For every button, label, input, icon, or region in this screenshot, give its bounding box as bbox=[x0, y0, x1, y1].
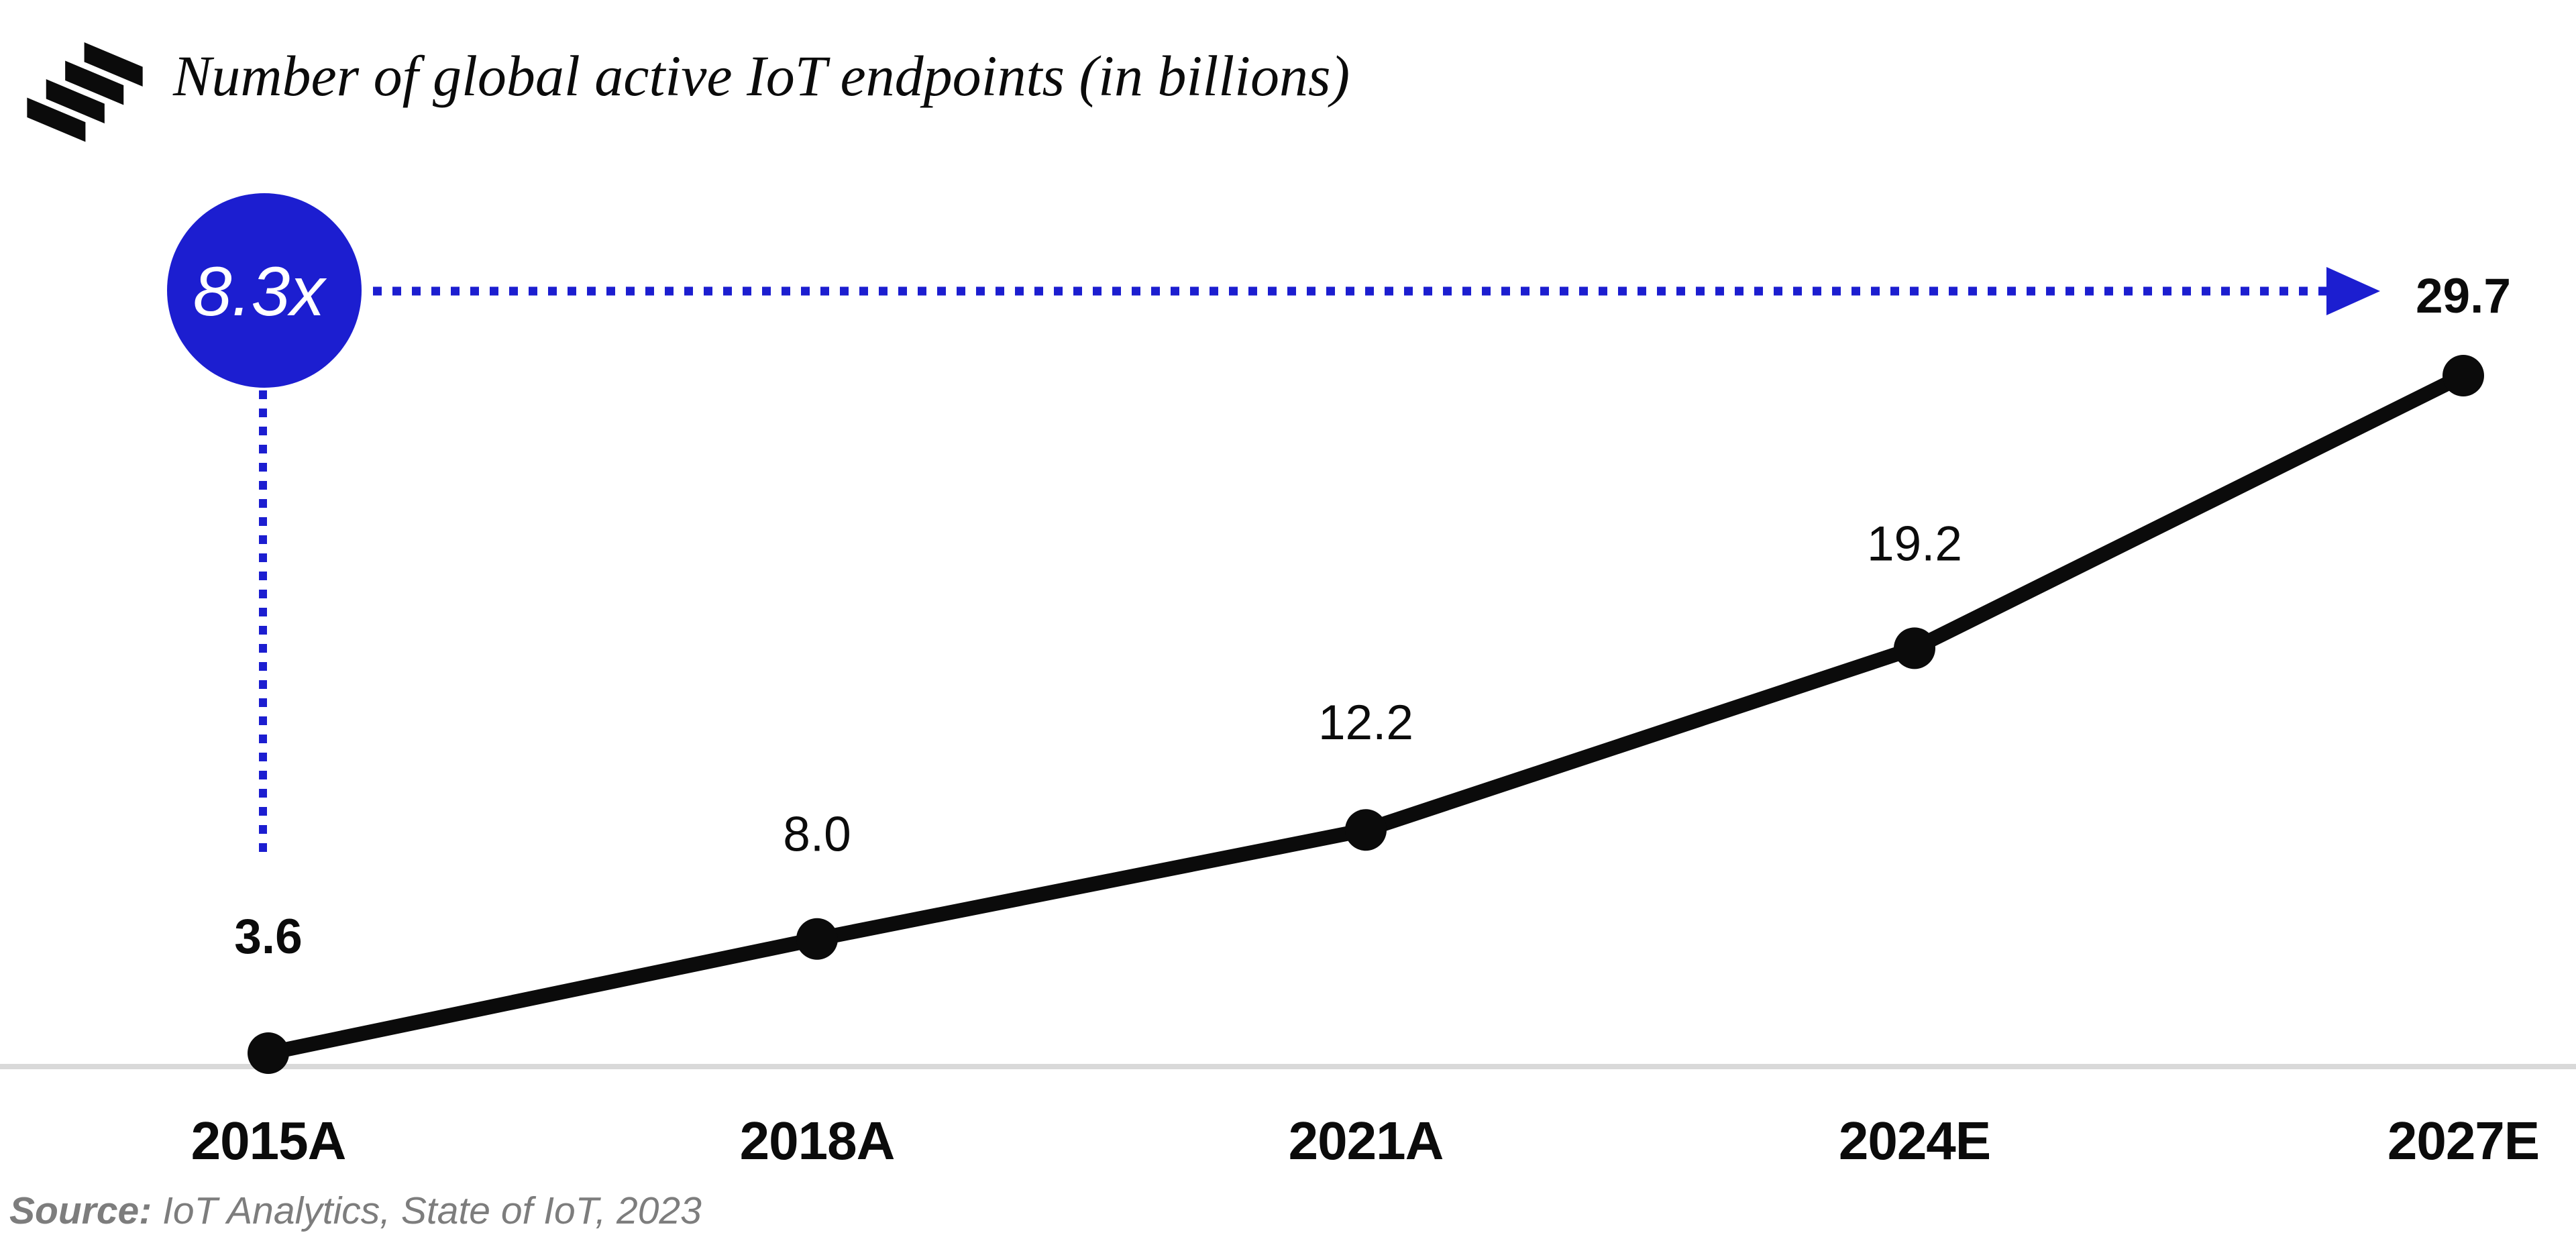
chart-title: Number of global active IoT endpoints (i… bbox=[173, 44, 1350, 108]
x-axis-label-2024E: 2024E bbox=[1839, 1111, 1990, 1171]
data-point-dot-2021A bbox=[1345, 809, 1387, 851]
multiplier-label: 8.3x bbox=[193, 253, 328, 331]
data-point-dot-2015A bbox=[248, 1032, 289, 1074]
data-point-dot-2018A bbox=[796, 918, 838, 960]
source-text: IoT Analytics, State of IoT, 2023 bbox=[152, 1189, 702, 1232]
iot-analytics-logo bbox=[15, 19, 162, 156]
x-axis-label-2018A: 2018A bbox=[740, 1111, 895, 1171]
value-label-2018A: 8.0 bbox=[783, 808, 851, 862]
dotted-arrow-head-icon bbox=[2326, 267, 2380, 315]
value-label-2024E: 19.2 bbox=[1867, 517, 1962, 571]
value-label-2027E: 29.7 bbox=[2416, 269, 2511, 323]
value-label-2015A: 3.6 bbox=[234, 910, 302, 964]
data-point-dot-2027E bbox=[2443, 355, 2484, 397]
source-label: Source: bbox=[9, 1189, 152, 1232]
logo-stripes-icon bbox=[27, 42, 143, 142]
data-point-dot-2024E bbox=[1894, 627, 1935, 669]
source-note: Source: IoT Analytics, State of IoT, 202… bbox=[9, 1189, 702, 1233]
multiplier-circle bbox=[167, 193, 362, 388]
x-axis-label-2015A: 2015A bbox=[191, 1111, 346, 1171]
x-axis-label-2027E: 2027E bbox=[2387, 1111, 2539, 1171]
x-axis-label-2021A: 2021A bbox=[1289, 1111, 1444, 1171]
value-label-2021A: 12.2 bbox=[1318, 696, 1413, 750]
